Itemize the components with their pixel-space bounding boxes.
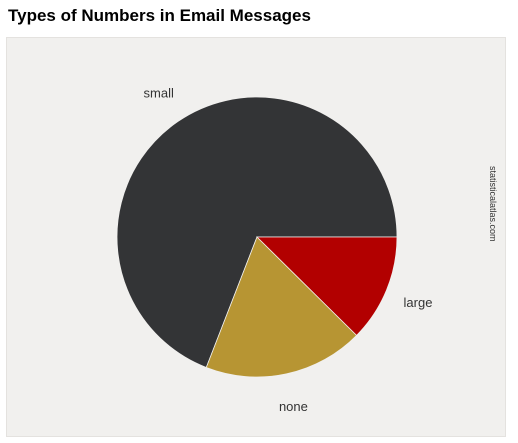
chart-title: Types of Numbers in Email Messages bbox=[8, 6, 311, 25]
source-credit: statisticalatlas.com bbox=[488, 166, 498, 242]
pie-slice-large bbox=[256, 236, 398, 336]
pie-slice-small bbox=[116, 96, 398, 369]
pie-slice-none bbox=[205, 236, 358, 378]
slice-label-small: small bbox=[144, 85, 174, 100]
slice-label-none: none bbox=[279, 399, 308, 414]
slice-label-large: large bbox=[404, 295, 433, 310]
pie-slices bbox=[116, 96, 398, 378]
pie-labels: small none large bbox=[144, 85, 433, 414]
